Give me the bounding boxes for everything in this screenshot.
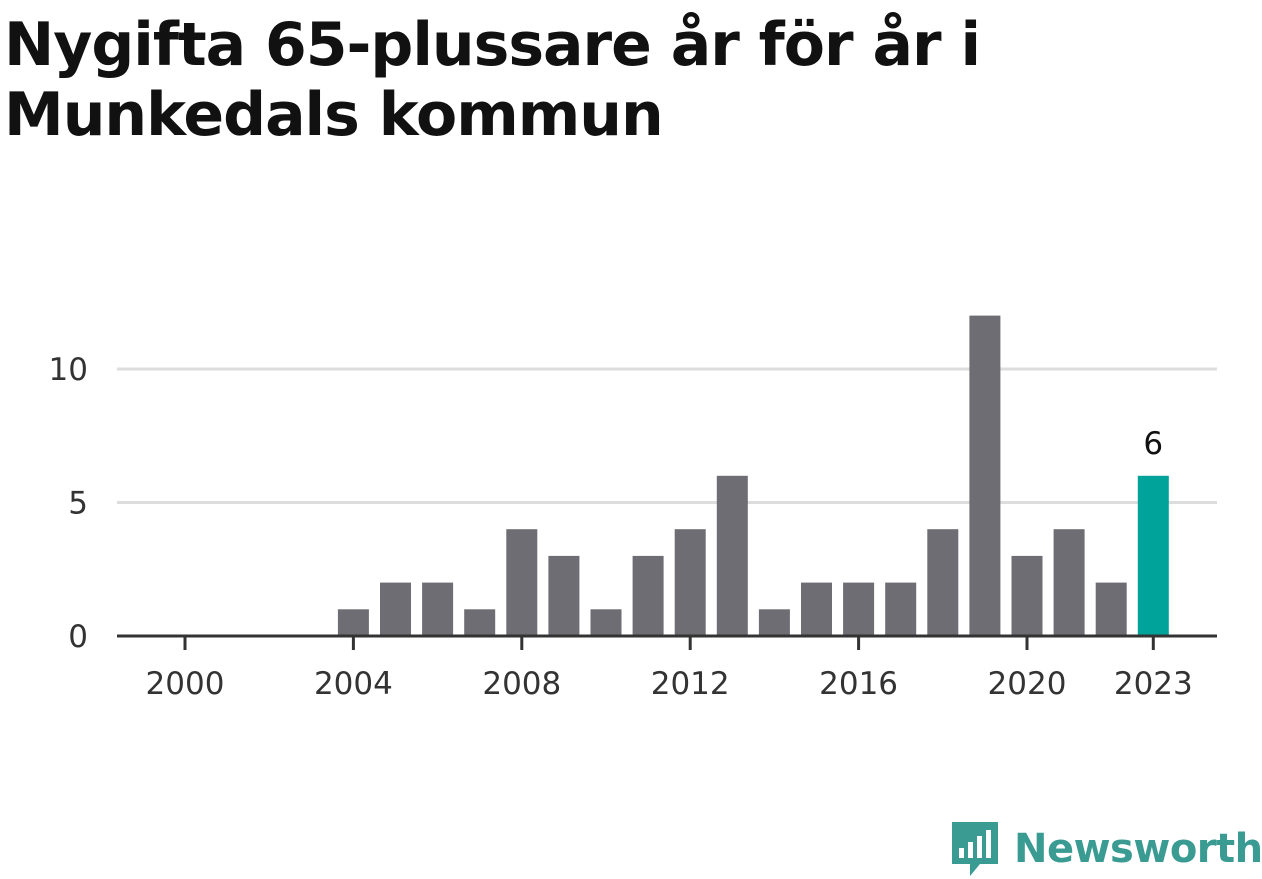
bar-2013 [716, 475, 748, 636]
x-tick-label-2016: 2016 [819, 666, 898, 702]
x-axis-ticks: 2000 2004 2008 2012 2016 2020 2023 [146, 636, 1193, 702]
bar-2022 [1095, 582, 1127, 636]
x-tick-label-2000: 2000 [146, 666, 225, 702]
brand-name: Newsworthy [1014, 826, 1262, 872]
x-tick-label-2004: 2004 [314, 666, 393, 702]
bar-2008 [506, 529, 538, 636]
bar-2007 [464, 609, 496, 636]
bar-2018 [927, 529, 959, 636]
bar-2021 [1053, 529, 1085, 636]
bar-2019 [969, 315, 1001, 636]
bar-2004 [337, 609, 369, 636]
bar-2010 [590, 609, 622, 636]
x-tick-label-2012: 2012 [651, 666, 730, 702]
x-tick-label-2020: 2020 [988, 666, 1067, 702]
bar-2014 [758, 609, 790, 636]
bar-2017 [885, 582, 917, 636]
y-tick-label-0: 0 [68, 619, 88, 655]
y-tick-label-10: 10 [49, 352, 88, 388]
y-axis-tick-labels: 0 5 10 [49, 352, 88, 655]
bar-2015 [801, 582, 832, 636]
bar-2012 [674, 529, 706, 636]
x-tick-label-2023: 2023 [1114, 666, 1193, 702]
bar-2020 [1011, 555, 1043, 636]
bar-2011 [632, 555, 664, 636]
bar-2016 [843, 582, 875, 636]
bar-2005 [380, 582, 411, 636]
gridlines [117, 367, 1217, 504]
data-labels: 6 [1143, 426, 1163, 462]
x-tick-label-2008: 2008 [482, 666, 561, 702]
bar-2023 [1137, 475, 1169, 636]
bar-2009 [548, 555, 580, 636]
y-tick-label-5: 5 [68, 486, 88, 522]
newsworthy-logo-icon [952, 822, 998, 876]
bar-2006 [422, 582, 454, 636]
data-label-2023: 6 [1143, 426, 1163, 462]
chart-title: Nygifta 65-plussare år för år i Munkedal… [4, 10, 981, 150]
bars [337, 315, 1169, 636]
newsworthy-logo: Newsworthy [950, 820, 1262, 878]
